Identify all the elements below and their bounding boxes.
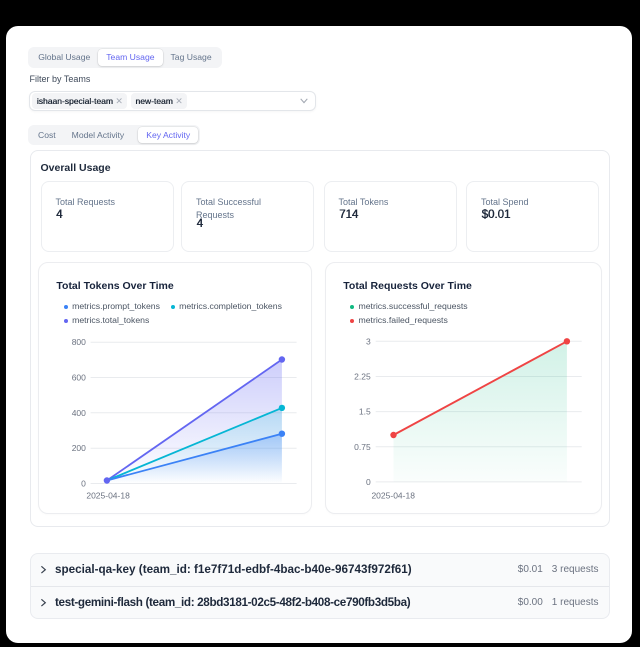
svg-text:400: 400 — [72, 407, 86, 417]
svg-text:2025-04-18: 2025-04-18 — [372, 490, 416, 500]
svg-text:2025-04-18: 2025-04-18 — [87, 490, 131, 500]
svg-text:600: 600 — [72, 372, 86, 382]
svg-text:2.25: 2.25 — [354, 371, 371, 381]
svg-text:1.5: 1.5 — [359, 406, 371, 416]
svg-text:0: 0 — [82, 478, 87, 488]
svg-text:800: 800 — [72, 337, 86, 347]
svg-text:0: 0 — [366, 476, 371, 486]
svg-text:200: 200 — [72, 443, 86, 453]
svg-text:3: 3 — [366, 336, 371, 346]
svg-text:0.75: 0.75 — [354, 441, 371, 451]
